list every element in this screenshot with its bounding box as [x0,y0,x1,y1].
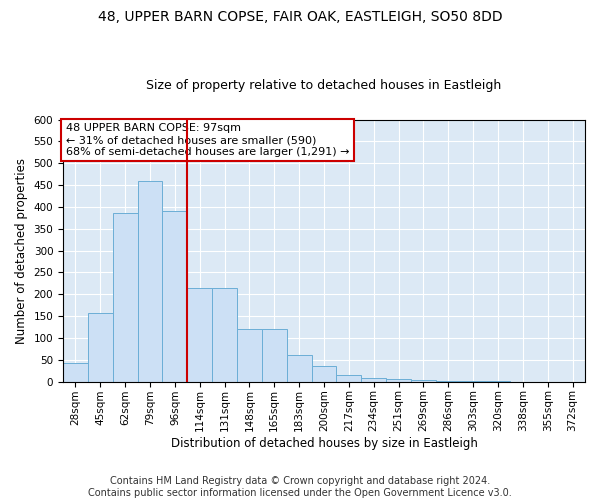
Bar [262,330,287,382]
Bar [163,212,187,382]
Bar [237,330,262,382]
Bar [311,366,337,382]
Bar [386,380,411,382]
Text: Contains HM Land Registry data © Crown copyright and database right 2024.
Contai: Contains HM Land Registry data © Crown c… [88,476,512,498]
Bar [137,180,163,382]
Bar [187,288,212,382]
Bar [63,364,88,382]
Bar [88,312,113,382]
Title: Size of property relative to detached houses in Eastleigh: Size of property relative to detached ho… [146,79,502,92]
Bar [411,380,436,382]
Text: 48 UPPER BARN COPSE: 97sqm
← 31% of detached houses are smaller (590)
68% of sem: 48 UPPER BARN COPSE: 97sqm ← 31% of deta… [65,124,349,156]
Bar [212,288,237,382]
Bar [287,354,311,382]
Text: 48, UPPER BARN COPSE, FAIR OAK, EASTLEIGH, SO50 8DD: 48, UPPER BARN COPSE, FAIR OAK, EASTLEIG… [98,10,502,24]
Bar [113,214,137,382]
Y-axis label: Number of detached properties: Number of detached properties [15,158,28,344]
Bar [337,375,361,382]
Bar [436,381,461,382]
Bar [361,378,386,382]
X-axis label: Distribution of detached houses by size in Eastleigh: Distribution of detached houses by size … [170,437,478,450]
